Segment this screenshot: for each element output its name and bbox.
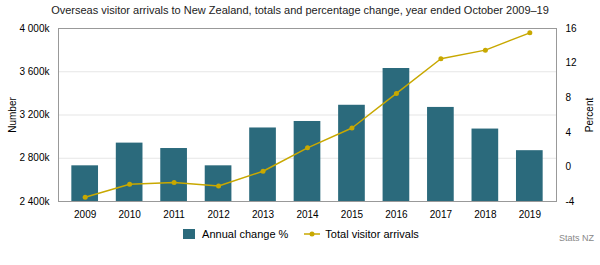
svg-text:2017: 2017 — [430, 209, 453, 220]
svg-text:Number: Number — [7, 97, 18, 133]
svg-text:2018: 2018 — [474, 209, 497, 220]
svg-text:0: 0 — [566, 161, 572, 172]
svg-text:12: 12 — [566, 57, 578, 68]
svg-text:4 000k: 4 000k — [19, 23, 50, 34]
svg-text:2010: 2010 — [119, 209, 142, 220]
svg-text:2011: 2011 — [163, 209, 185, 220]
html-text:Overseas visitor arrivals to N: Overseas visitor arrivals to New Zealand… — [51, 4, 549, 16]
html-text:Stats NZ: Stats NZ — [559, 233, 594, 243]
svg-text:-4: -4 — [566, 196, 575, 207]
svg-text:2015: 2015 — [341, 209, 364, 220]
svg-text:4: 4 — [566, 127, 572, 138]
svg-text:16: 16 — [566, 23, 578, 34]
svg-text:3 600k: 3 600k — [19, 66, 50, 77]
svg-text:2012: 2012 — [207, 209, 230, 220]
svg-text:8: 8 — [566, 92, 572, 103]
svg-text:2019: 2019 — [519, 209, 542, 220]
svg-text:2016: 2016 — [385, 209, 408, 220]
svg-text:2014: 2014 — [296, 209, 319, 220]
html-text:Total visitor arrivals: Total visitor arrivals — [325, 228, 419, 240]
html-text:Annual change %: Annual change % — [202, 228, 289, 240]
svg-text:2013: 2013 — [252, 209, 275, 220]
svg-text:Percent: Percent — [584, 98, 595, 133]
svg-text:2 800k: 2 800k — [19, 152, 50, 163]
svg-text:2 400k: 2 400k — [19, 196, 50, 207]
svg-text:3 200k: 3 200k — [19, 109, 50, 120]
svg-text:2009: 2009 — [74, 209, 97, 220]
